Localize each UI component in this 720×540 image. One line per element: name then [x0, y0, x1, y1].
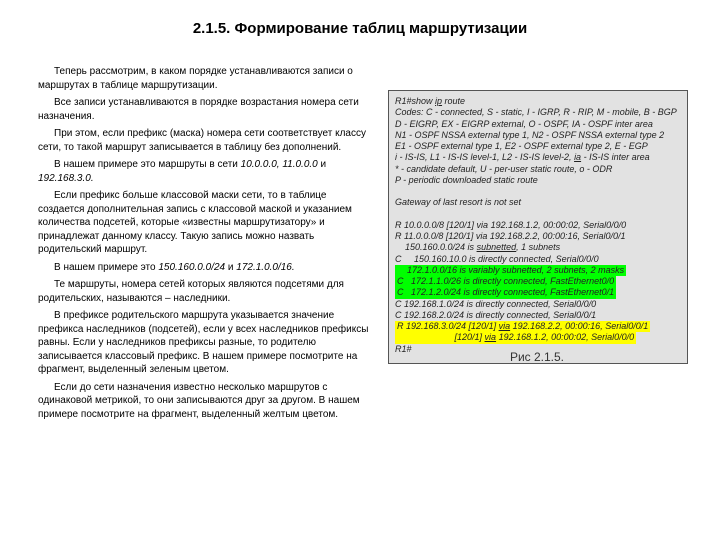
para-1: Теперь рассмотрим, в каком порядке устан…: [38, 65, 373, 92]
codes-line: D - EIGRP, EX - EIGRP external, O - OSPF…: [395, 119, 681, 130]
body-text: Теперь рассмотрим, в каком порядке устан…: [38, 65, 373, 425]
router-output: R1#show ip route Codes: C - connected, S…: [389, 91, 687, 363]
para-4: В нашем примере это маршруты в сети 10.0…: [38, 158, 373, 185]
route-line: C 150.160.10.0 is directly connected, Se…: [395, 254, 681, 265]
codes-line: E1 - OSPF external type 1, E2 - OSPF ext…: [395, 141, 681, 152]
codes-line: Codes: C - connected, S - static, I - IG…: [395, 107, 681, 118]
blank-line: [395, 186, 681, 197]
route-line: R 10.0.0.0/8 [120/1] via 192.168.1.2, 00…: [395, 220, 681, 231]
route-line-yellow: [120/1] via 192.168.1.2, 00:00:02, Seria…: [395, 332, 681, 343]
para-5: Если префикс больше классовой маски сети…: [38, 189, 373, 257]
codes-line: N1 - OSPF NSSA external type 1, N2 - OSP…: [395, 130, 681, 141]
route-line-green: 172.1.0.0/16 is variably subnetted, 2 su…: [395, 265, 681, 276]
codes-line: P - periodic downloaded static route: [395, 175, 681, 186]
route-line-green: C 172.1.2.0/24 is directly connected, Fa…: [395, 287, 681, 298]
blank-line: [395, 209, 681, 220]
router-output-box: R1#show ip route Codes: C - connected, S…: [388, 90, 688, 364]
route-line: 150.160.0.0/24 is subnetted, 1 subnets: [395, 242, 681, 253]
para-9: Если до сети назначения известно несколь…: [38, 381, 373, 422]
para-6: В нашем примере это 150.160.0.0/24 и 172…: [38, 261, 373, 275]
para-3: При этом, если префикс (маска) номера се…: [38, 127, 373, 154]
para-2: Все записи устанавливаются в порядке воз…: [38, 96, 373, 123]
route-line: C 192.168.1.0/24 is directly connected, …: [395, 299, 681, 310]
codes-line: * - candidate default, U - per-user stat…: [395, 164, 681, 175]
codes-line: i - IS-IS, L1 - IS-IS level-1, L2 - IS-I…: [395, 152, 681, 163]
gateway-line: Gateway of last resort is not set: [395, 197, 681, 208]
para-8: В префиксе родительского маршрута указыв…: [38, 309, 373, 377]
section-title: 2.1.5. Формирование таблиц маршрутизации: [0, 20, 720, 37]
route-line: C 192.168.2.0/24 is directly connected, …: [395, 310, 681, 321]
route-line-yellow: R 192.168.3.0/24 [120/1] via 192.168.2.2…: [395, 321, 681, 332]
route-line-green: C 172.1.1.0/26 is directly connected, Fa…: [395, 276, 681, 287]
para-7: Те маршруты, номера сетей которых являют…: [38, 278, 373, 305]
cmd-line: R1#show ip route: [395, 96, 681, 107]
figure-caption: Рис 2.1.5.: [388, 350, 686, 364]
route-line: R 11.0.0.0/8 [120/1] via 192.168.2.2, 00…: [395, 231, 681, 242]
